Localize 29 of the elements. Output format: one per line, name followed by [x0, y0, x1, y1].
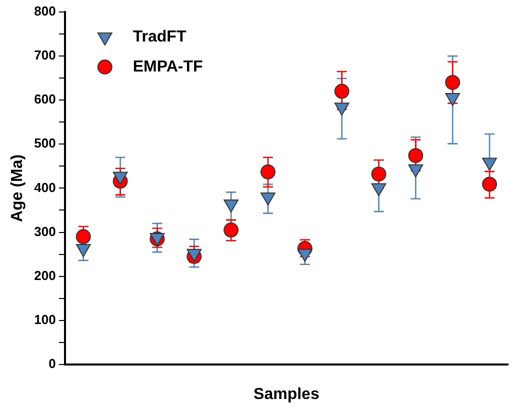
- y-tick-label: 400: [34, 180, 56, 195]
- legend-label: TradFT: [132, 28, 186, 46]
- point: [76, 229, 91, 244]
- y-tick-label: 100: [34, 312, 56, 327]
- y-tick-label: 200: [34, 268, 56, 283]
- y-tick-label: 500: [34, 136, 56, 151]
- point: [445, 74, 460, 90]
- y-tick-label: 0: [48, 356, 56, 371]
- y-tick-label: 600: [34, 92, 56, 107]
- y-tick-label: 300: [34, 224, 56, 239]
- point: [224, 222, 239, 238]
- point: [408, 164, 424, 178]
- point: [371, 183, 386, 196]
- point: [482, 176, 498, 192]
- y-tick-label: 700: [34, 48, 56, 63]
- x-axis-title: Samples: [254, 386, 320, 403]
- y-axis-title: Age (Ma): [9, 154, 26, 222]
- point: [224, 200, 238, 213]
- point: [260, 164, 276, 180]
- legend-label: EMPA-TF: [132, 58, 204, 76]
- point: [371, 166, 386, 182]
- point: [112, 172, 128, 185]
- point: [482, 158, 497, 171]
- point: [334, 84, 350, 99]
- point: [260, 192, 276, 206]
- point: [297, 248, 312, 262]
- y-tick-label: 800: [34, 4, 56, 19]
- point: [408, 148, 424, 164]
- point: [76, 244, 91, 258]
